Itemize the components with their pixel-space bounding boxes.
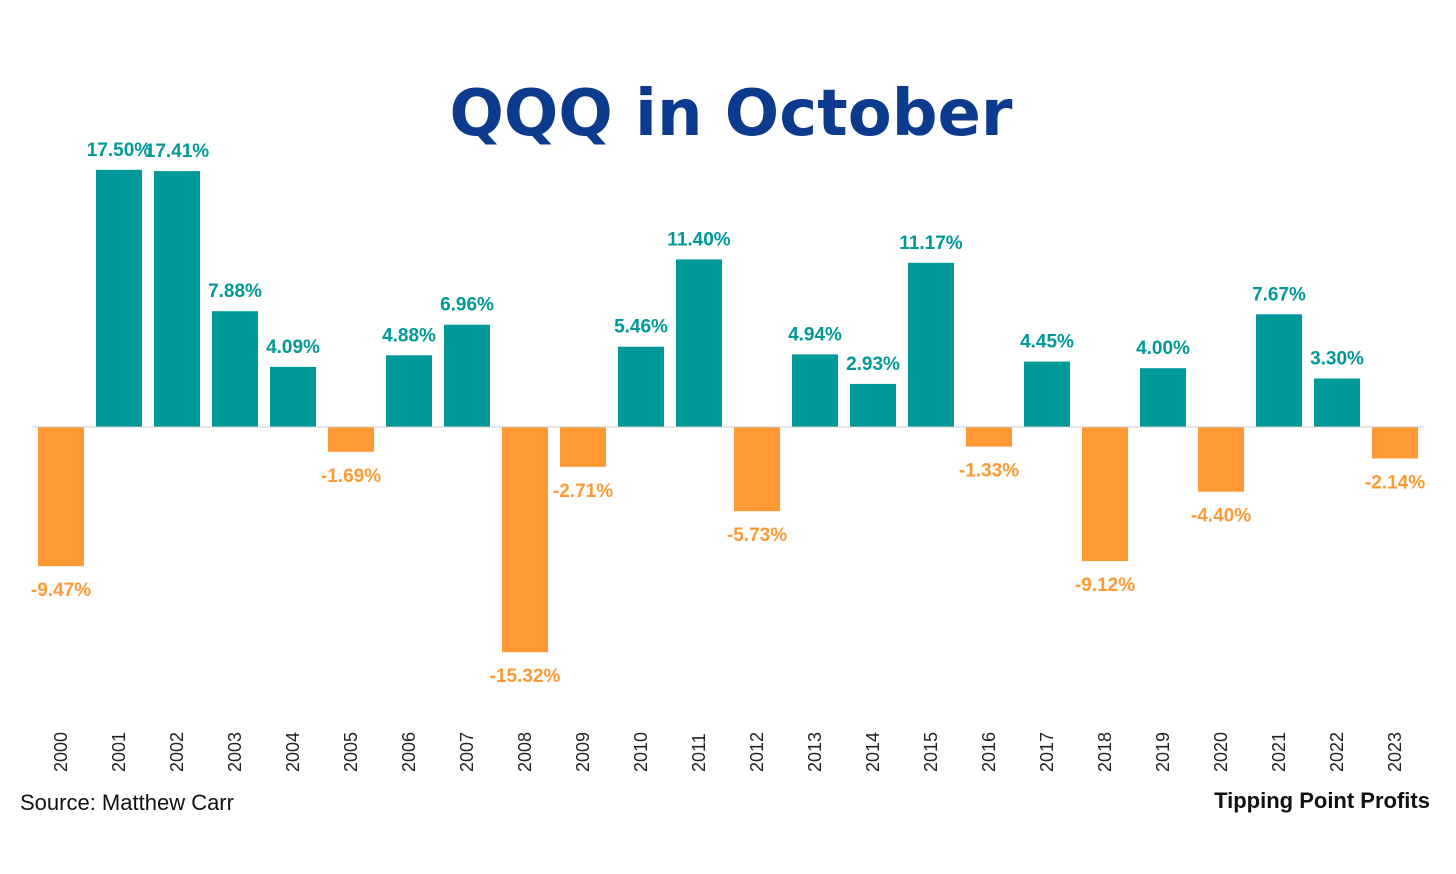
bar-2008	[502, 427, 548, 653]
bar-2012	[734, 427, 780, 512]
data-label-2005: -1.69%	[321, 466, 381, 487]
data-label-2008: -15.32%	[490, 666, 561, 687]
x-tick-label-2007: 2007	[457, 732, 477, 772]
bar-2022	[1314, 378, 1360, 427]
brand-credit: Tipping Point Profits	[1214, 788, 1430, 813]
x-tick-label-2000: 2000	[51, 732, 71, 772]
data-label-2004: 4.09%	[266, 337, 320, 358]
chart-title: QQQ in October	[450, 77, 1013, 151]
bar-2023	[1372, 427, 1418, 459]
bar-2016	[966, 427, 1012, 447]
data-label-2020: -4.40%	[1191, 506, 1251, 527]
x-tick-label-2019: 2019	[1153, 732, 1173, 772]
data-label-2009: -2.71%	[553, 481, 613, 502]
data-label-2001: 17.50%	[87, 140, 152, 161]
x-tick-label-2003: 2003	[225, 732, 245, 772]
data-label-2016: -1.33%	[959, 461, 1019, 482]
x-tick-label-2020: 2020	[1211, 732, 1231, 772]
x-tick-label-2017: 2017	[1037, 732, 1057, 772]
x-tick-label-2009: 2009	[573, 732, 593, 772]
x-tick-labels-group: 2000 2001 2002 2003 2004 2005 2006 2007 2008 2009…	[51, 732, 1405, 772]
bar-2009	[560, 427, 606, 467]
data-label-2002: 17.41%	[145, 141, 210, 162]
bar-2021	[1256, 314, 1302, 427]
data-label-2010: 5.46%	[614, 317, 668, 338]
data-label-2012: -5.73%	[727, 525, 787, 546]
bar-2011	[676, 259, 722, 427]
x-tick-label-2016: 2016	[979, 732, 999, 772]
bar-2007	[444, 324, 490, 427]
data-label-2015: 11.17%	[899, 233, 962, 254]
bar-2006	[386, 355, 432, 427]
bar-2017	[1024, 361, 1070, 427]
bars-group	[38, 169, 1418, 653]
bar-2018	[1082, 427, 1128, 562]
data-label-2023: -2.14%	[1365, 473, 1425, 494]
bar-2020	[1198, 427, 1244, 492]
x-tick-label-2018: 2018	[1095, 732, 1115, 772]
bar-2005	[328, 427, 374, 452]
x-tick-label-2002: 2002	[167, 732, 187, 772]
bar-2002	[154, 171, 200, 427]
bar-2013	[792, 354, 838, 427]
data-label-2003: 7.88%	[208, 281, 262, 302]
x-tick-label-2010: 2010	[631, 732, 651, 772]
x-tick-label-2006: 2006	[399, 732, 419, 772]
bar-2010	[618, 346, 664, 427]
data-label-2000: -9.47%	[31, 580, 91, 601]
x-tick-label-2014: 2014	[863, 732, 883, 772]
data-label-2022: 3.30%	[1310, 349, 1364, 370]
bar-2000	[38, 427, 84, 567]
bar-2015	[908, 262, 954, 427]
bar-2001	[96, 169, 142, 428]
x-tick-label-2012: 2012	[747, 732, 767, 772]
bar-2014	[850, 383, 896, 427]
data-label-2018: -9.12%	[1075, 575, 1135, 596]
x-tick-label-2023: 2023	[1385, 732, 1405, 772]
x-tick-label-2005: 2005	[341, 732, 361, 772]
data-label-2013: 4.94%	[788, 324, 842, 345]
bar-2003	[212, 311, 258, 427]
source-credit: Source: Matthew Carr	[20, 790, 234, 815]
x-tick-label-2013: 2013	[805, 732, 825, 772]
x-tick-label-2008: 2008	[515, 732, 535, 772]
value-labels-group: -9.47% 17.50%17.41% 7.88% 4.09% -1.69% 4.88%6…	[31, 140, 1425, 687]
bar-2004	[270, 366, 316, 427]
bar-2019	[1140, 368, 1186, 427]
data-label-2017: 4.45%	[1020, 332, 1074, 353]
data-label-2007: 6.96%	[440, 295, 494, 316]
data-label-2021: 7.67%	[1252, 284, 1306, 305]
data-label-2014: 2.93%	[846, 354, 900, 375]
x-tick-label-2022: 2022	[1327, 732, 1347, 772]
x-tick-label-2001: 2001	[109, 732, 129, 772]
data-label-2019: 4.00%	[1136, 338, 1190, 359]
x-tick-label-2021: 2021	[1269, 732, 1289, 772]
x-tick-label-2004: 2004	[283, 732, 303, 772]
x-tick-label-2015: 2015	[921, 732, 941, 772]
data-label-2011: 11.40%	[667, 229, 730, 250]
data-label-2006: 4.88%	[382, 325, 436, 346]
x-tick-label-2011: 2011	[689, 733, 709, 772]
